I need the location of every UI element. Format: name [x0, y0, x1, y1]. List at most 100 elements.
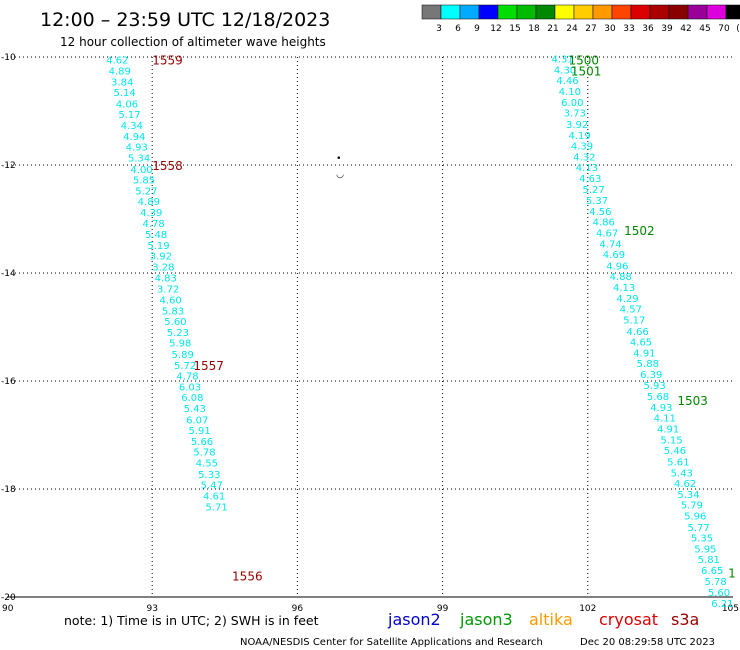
- pass-time-label: 1559: [152, 54, 183, 68]
- colorbar-swatch: [592, 4, 613, 20]
- swh-value: 5.85: [133, 176, 155, 187]
- y-tick-label: -10: [1, 53, 16, 63]
- y-tick-label: -20: [1, 593, 16, 603]
- colorbar-tick-label: (ft): [736, 24, 740, 34]
- colorbar-swatch: [630, 4, 651, 20]
- satellite-legend-entry: jason3: [459, 610, 513, 629]
- swh-value: 5.43: [671, 468, 693, 479]
- swh-value: 4.29: [616, 294, 638, 305]
- swh-value: 4.89: [138, 197, 160, 208]
- swh-value: 4.31: [552, 55, 574, 66]
- swh-value: 4.67: [596, 229, 618, 240]
- swh-value: 5.37: [586, 196, 608, 207]
- colorbar-swatch: [706, 4, 727, 20]
- pass-time-label: 1: [728, 567, 736, 581]
- map-marker: ◡: [336, 170, 344, 180]
- x-tick-label: 99: [437, 604, 449, 614]
- swh-value: 5.47: [201, 481, 223, 492]
- swh-value: 3.28: [152, 263, 174, 274]
- swh-value: 4.13: [613, 283, 635, 294]
- colorbar-swatch: [516, 4, 537, 20]
- colorbar-swatch: [611, 4, 632, 20]
- x-tick-label: 102: [579, 604, 596, 614]
- swh-value: 3.72: [157, 285, 179, 296]
- swh-value: 6.39: [640, 370, 662, 381]
- swh-value: 5.96: [684, 511, 706, 522]
- swh-value: 4.93: [650, 403, 672, 414]
- satellite-legend-entry: altika: [529, 610, 573, 629]
- pass-time-label: 1557: [193, 359, 224, 373]
- colorbar-swatch: [459, 4, 480, 20]
- chart-title: 12:00 – 23:59 UTC 12/18/2023: [40, 9, 330, 31]
- swh-value: 5.79: [681, 501, 703, 512]
- swh-value: 4.11: [654, 414, 676, 425]
- swh-value: 5.33: [198, 470, 220, 481]
- colorbar-tick-label: 33: [623, 24, 634, 34]
- swh-value: 3.92: [150, 252, 172, 263]
- y-tick-label: -16: [1, 377, 16, 387]
- swh-value: 4.63: [579, 174, 601, 185]
- swh-value: 4.55: [196, 459, 218, 470]
- swh-value: 4.96: [606, 261, 628, 272]
- swh-value: 4.39: [140, 208, 162, 219]
- axis-tick-labels: 90 93 96 99 102 105 -10 -12 -14 -16 -18 -20: [1, 53, 739, 614]
- units-note: note: 1) Time is in UTC; 2) SWH is in fe…: [64, 613, 319, 628]
- swh-value: 4.78: [143, 219, 165, 230]
- swh-value: 4.62: [674, 479, 696, 490]
- swh-value: 5.66: [191, 437, 213, 448]
- colorbar-tick-label: 45: [699, 24, 710, 34]
- swh-value: 3.92: [566, 120, 588, 131]
- pass-time-label: 1500: [568, 54, 599, 68]
- swh-value: 4.13: [576, 163, 598, 174]
- swh-value: 4.62: [106, 56, 128, 67]
- swh-value: 4.69: [603, 250, 625, 261]
- pass-time-label: 1501: [571, 65, 602, 79]
- swh-value: 4.91: [657, 425, 679, 436]
- swh-value: 4.34: [121, 121, 143, 132]
- map-marker: •: [336, 154, 341, 164]
- swh-value: 5.71: [205, 502, 227, 513]
- swh-value: 4.86: [593, 218, 615, 229]
- colorbar-tick-label: 15: [509, 24, 520, 34]
- pass-time-label: 1558: [152, 159, 183, 173]
- swh-value: 6.65: [701, 566, 723, 577]
- swh-value: 4.66: [627, 327, 649, 338]
- colorbar-swatch: [554, 4, 575, 20]
- colorbar-tick-label: 70: [718, 24, 730, 34]
- swh-value: 4.30: [554, 65, 576, 76]
- satellite-legend-entry: cryosat: [599, 610, 658, 629]
- x-tick-label: 105: [722, 604, 739, 614]
- swh-value: 4.78: [176, 372, 198, 383]
- plot-grid: [7, 56, 733, 598]
- swh-value: 5.61: [667, 457, 689, 468]
- swh-value: 4.89: [109, 67, 131, 78]
- swh-value: 5.60: [708, 588, 730, 599]
- swh-value: 6.21: [711, 599, 733, 610]
- swh-value: 5.77: [688, 523, 710, 534]
- swh-value: 5.83: [162, 306, 184, 317]
- swh-value: 4.56: [589, 207, 611, 218]
- colorbar-swatch: [421, 4, 442, 20]
- swh-value: 4.00: [130, 165, 152, 176]
- y-tick-label: -12: [1, 161, 16, 171]
- swh-value: 4.91: [633, 348, 655, 359]
- swh-value: 5.17: [623, 315, 645, 326]
- colorbar-swatch: [668, 4, 689, 20]
- colorbar-swatch: [725, 4, 740, 20]
- swh-value: 6.03: [179, 382, 201, 393]
- satellite-legend-entry: jason2: [387, 610, 441, 629]
- swh-value: 5.95: [694, 544, 716, 555]
- swh-value: 6.00: [561, 98, 583, 109]
- colorbar-tick-label: 3: [436, 24, 442, 34]
- swh-points: 4.624.893.845.144.065.174.344.944.935.34…: [106, 55, 733, 610]
- swh-value: 5.68: [647, 392, 669, 403]
- colorbar-swatch: [535, 4, 556, 20]
- pass-time-label: 1503: [677, 394, 708, 408]
- swh-value: 4.32: [573, 152, 595, 163]
- swh-value: 5.14: [113, 88, 135, 99]
- swh-value: 5.48: [145, 230, 167, 241]
- swh-value: 5.89: [172, 350, 194, 361]
